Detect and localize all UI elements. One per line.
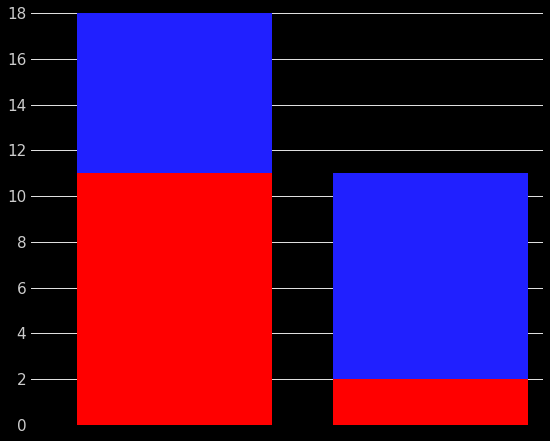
Bar	[333, 379, 527, 425]
Bar	[77, 13, 272, 173]
Bar	[333, 173, 527, 379]
Bar	[77, 173, 272, 425]
